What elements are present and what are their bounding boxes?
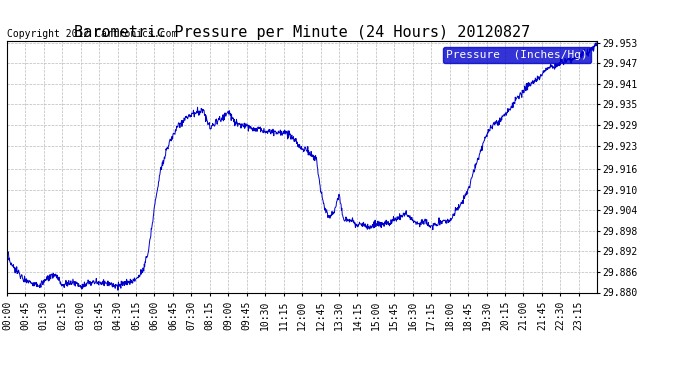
Legend: Pressure  (Inches/Hg): Pressure (Inches/Hg) [443, 47, 591, 63]
Text: Copyright 2012 Cartronics.com: Copyright 2012 Cartronics.com [7, 29, 177, 39]
Title: Barometric Pressure per Minute (24 Hours) 20120827: Barometric Pressure per Minute (24 Hours… [74, 25, 530, 40]
